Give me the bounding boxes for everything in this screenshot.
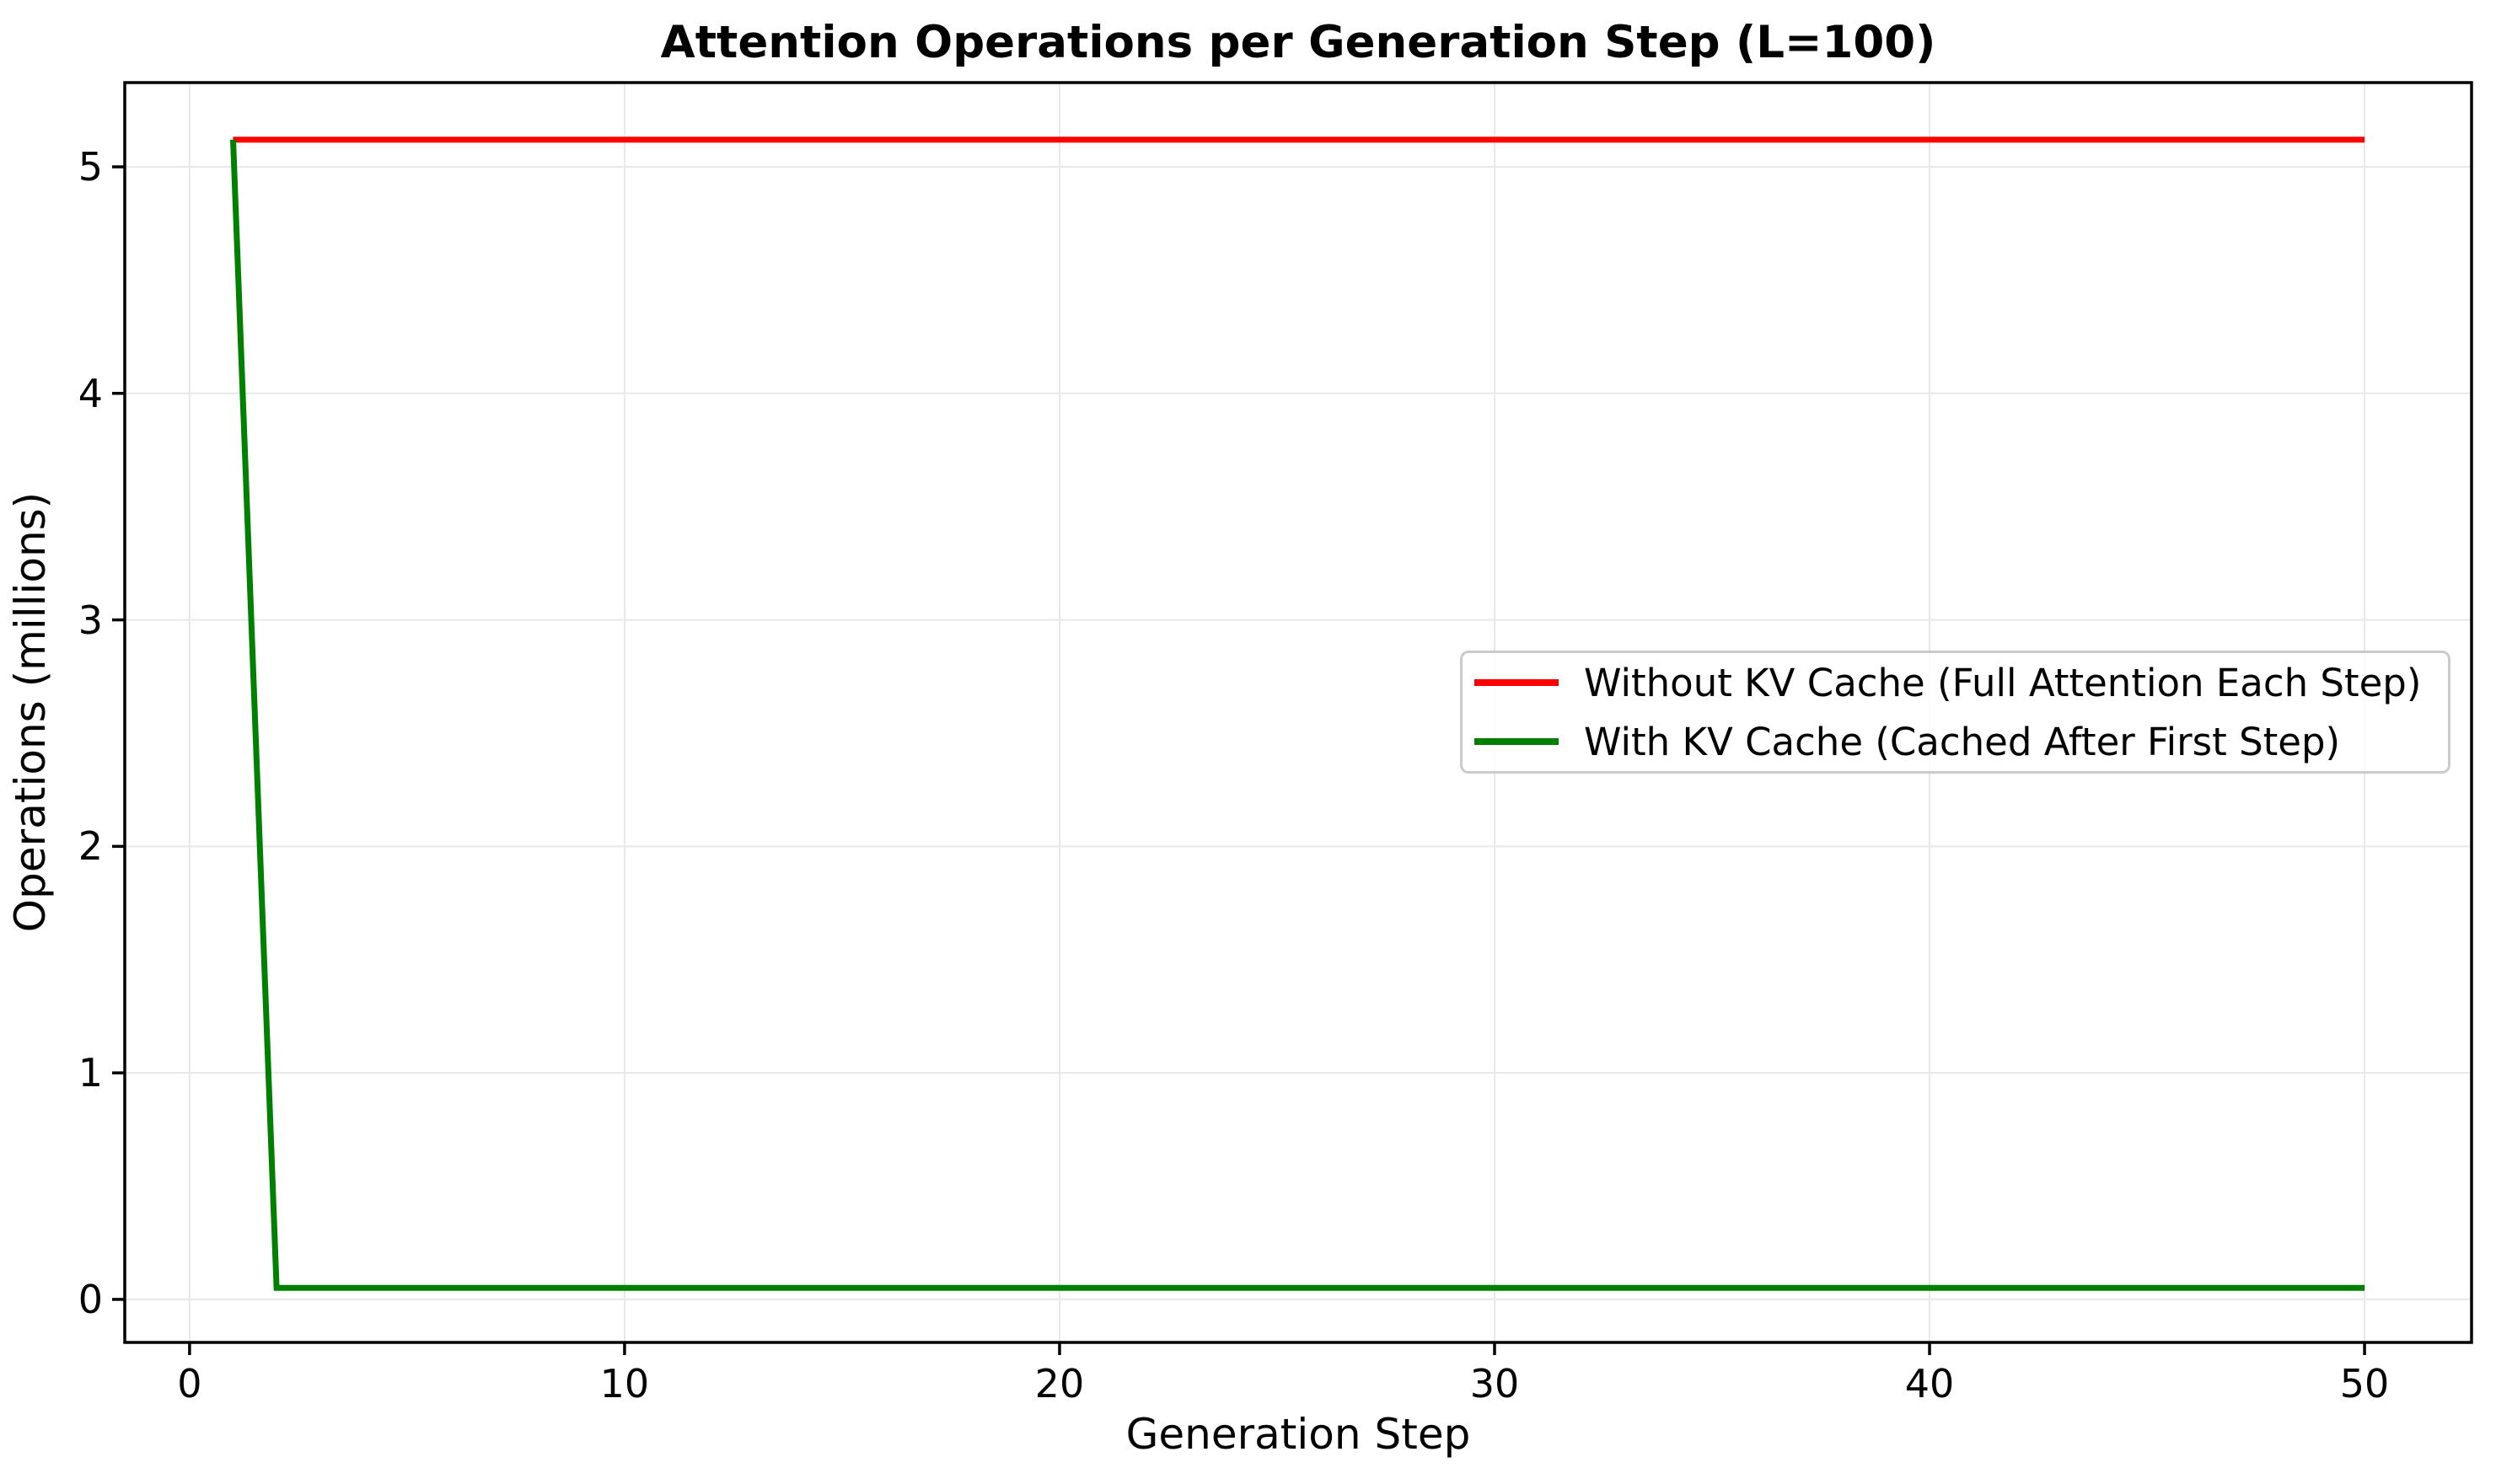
chart-title: Attention Operations per Generation Step…	[660, 17, 1936, 68]
legend-label: Without KV Cache (Full Attention Each St…	[1584, 660, 2422, 705]
y-tick-label: 5	[78, 143, 103, 190]
plot-frame	[123, 81, 2473, 1344]
x-tick-label: 0	[177, 1361, 202, 1406]
legend-item: With KV Cache (Cached After First Step)	[1463, 712, 2448, 771]
legend: Without KV Cache (Full Attention Each St…	[1460, 651, 2450, 774]
legend-line-swatch	[1474, 679, 1559, 686]
y-tick-label: 3	[78, 597, 103, 643]
x-tick-label: 30	[1469, 1361, 1520, 1406]
legend-line-swatch	[1474, 738, 1559, 745]
x-tick-label: 20	[1034, 1361, 1085, 1406]
x-tick-label: 10	[599, 1361, 650, 1406]
plot-area	[112, 81, 2473, 1355]
x-axis-label: Generation Step	[1125, 1410, 1471, 1459]
x-tick-label: 40	[1904, 1361, 1955, 1406]
y-tick-label: 1	[78, 1050, 103, 1096]
x-tick-label: 50	[2339, 1361, 2390, 1406]
legend-label: With KV Cache (Cached After First Step)	[1584, 719, 2341, 764]
y-tick-label: 0	[78, 1276, 103, 1322]
y-tick-label: 4	[78, 370, 103, 416]
legend-item: Without KV Cache (Full Attention Each St…	[1463, 653, 2448, 712]
line-with-kv-cache	[230, 139, 2365, 1291]
y-tick-label: 2	[78, 823, 103, 870]
